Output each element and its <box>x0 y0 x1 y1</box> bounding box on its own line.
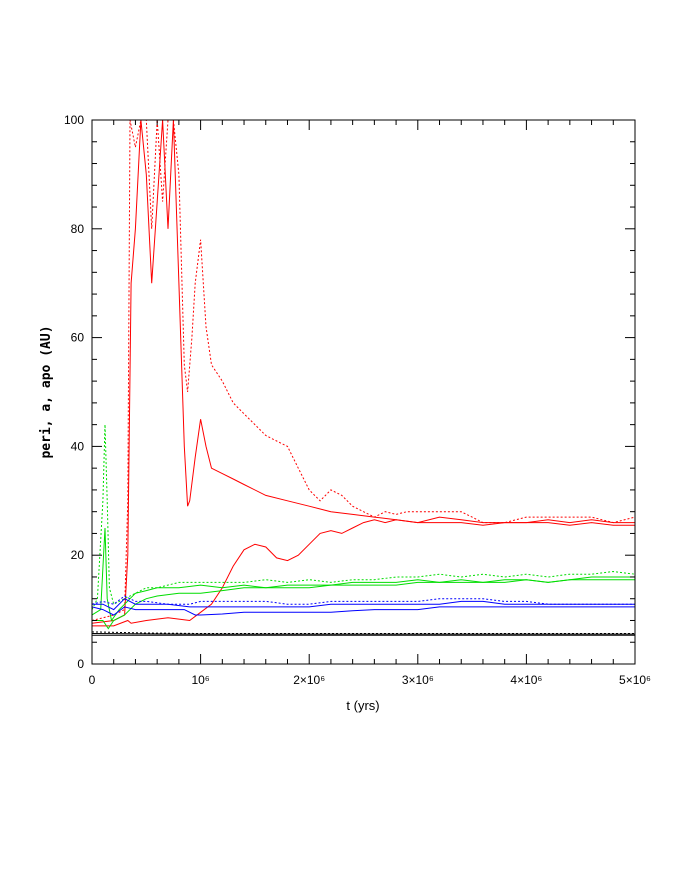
series-line-10 <box>92 631 635 634</box>
y-tick-label: 0 <box>77 657 84 671</box>
x-tick-label: 10⁶ <box>191 673 209 687</box>
series-line-6 <box>92 595 635 605</box>
y-tick-label: 40 <box>71 439 85 453</box>
series-line-0 <box>92 120 635 621</box>
series-layer <box>92 120 635 636</box>
x-tick-label: 4×10⁶ <box>510 673 542 687</box>
series-line-3 <box>92 424 635 610</box>
x-tick-label: 5×10⁶ <box>619 673 651 687</box>
x-axis-label: t (yrs) <box>346 698 379 713</box>
y-axis-label: peri, a, apo (AU) <box>39 325 54 458</box>
series-line-2 <box>92 516 635 627</box>
y-tick-label: 100 <box>64 113 84 127</box>
tick-layer: 0 10⁶ 2×10⁶ 3×10⁶ 4×10⁶ 5×10⁶ 0 20 40 60 80 100 <box>64 113 651 687</box>
plot-frame <box>91 119 636 665</box>
x-tick-label: 0 <box>89 673 96 687</box>
y-tick-label: 60 <box>71 331 85 345</box>
y-tick-label: 80 <box>71 222 85 236</box>
x-tick-label: 2×10⁶ <box>293 673 325 687</box>
series-line-9 <box>92 633 635 635</box>
series-line-1 <box>92 120 635 624</box>
series-line-7 <box>92 598 635 611</box>
x-tick-label: 3×10⁶ <box>402 673 434 687</box>
y-tick-label: 20 <box>71 548 85 562</box>
series-line-8 <box>92 606 635 616</box>
series-line-5 <box>92 579 635 630</box>
series-line-4 <box>92 527 635 622</box>
